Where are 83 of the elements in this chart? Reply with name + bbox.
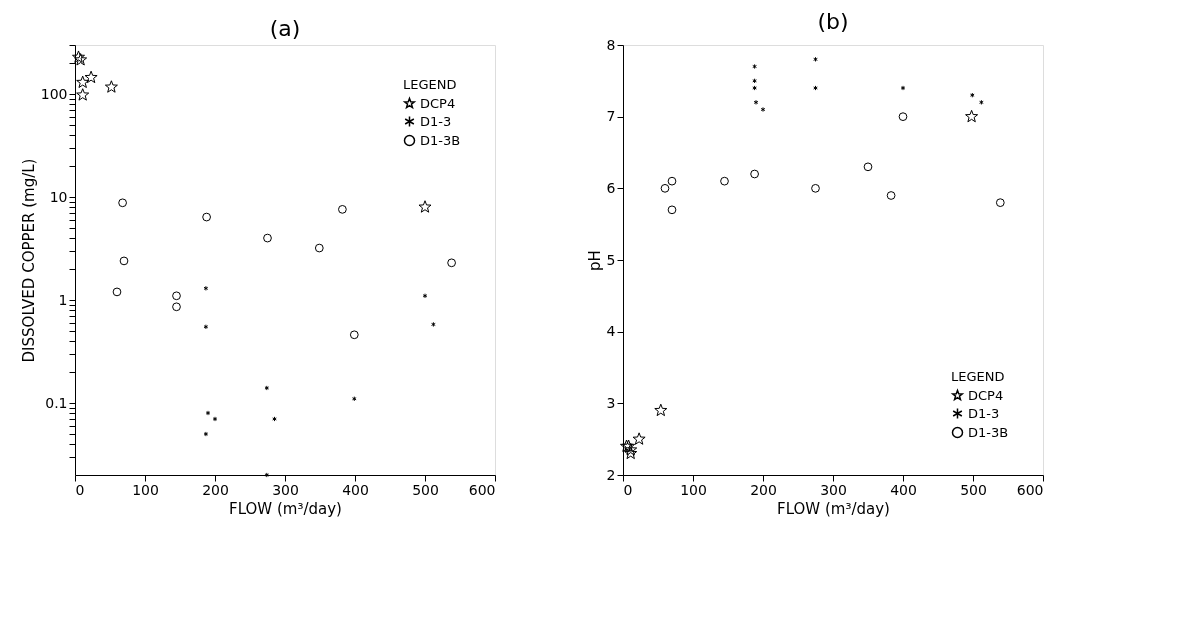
x-tick-label: 200: [750, 481, 777, 498]
y-tick-label: 3: [606, 394, 616, 411]
point: [667, 205, 677, 215]
y-tick-label: 6: [606, 179, 616, 196]
chart-title: (a): [269, 15, 301, 41]
point: [118, 198, 127, 208]
point: [720, 176, 729, 186]
point: [172, 291, 181, 301]
point: [632, 432, 646, 445]
point: [203, 324, 209, 330]
y-axis-title: pH: [585, 250, 604, 271]
point: [272, 416, 277, 422]
point: [418, 200, 432, 213]
x-axis-title: FLOW (m³/day): [777, 499, 890, 518]
y-tick-label: 7: [606, 108, 616, 125]
x-tick-label: 300: [820, 481, 847, 498]
legend-title: LEGEND: [951, 369, 1005, 384]
point: [349, 330, 359, 340]
point: [660, 183, 670, 193]
point: [753, 99, 759, 105]
point: [447, 258, 456, 268]
y-tick-label: 100: [40, 85, 68, 102]
legend-label: D1-3B: [968, 424, 1009, 440]
point: [84, 70, 98, 84]
point: [760, 106, 766, 113]
point: [863, 162, 873, 172]
point: [314, 243, 324, 253]
point: [263, 233, 272, 243]
legend-label: DCP4: [968, 387, 1004, 403]
point: [76, 75, 90, 89]
point: [900, 85, 906, 91]
point: [422, 293, 428, 299]
x-tick-label: 400: [342, 481, 369, 498]
x-tick-label: 0: [623, 481, 633, 498]
x-tick-label: 400: [890, 481, 917, 498]
legend-label: D1-3: [420, 113, 452, 129]
point: [813, 85, 818, 91]
point: [112, 287, 122, 297]
y-tick-label: 0.1: [45, 394, 68, 411]
point: [172, 302, 181, 312]
legend-label: D1-3: [968, 405, 1000, 421]
y-tick-label: 4: [606, 323, 616, 340]
x-tick-label: 200: [202, 481, 229, 498]
x-tick-label: 100: [132, 481, 159, 498]
x-tick-label: 100: [680, 481, 707, 498]
point: [750, 169, 759, 179]
x-tick-label: 0: [75, 481, 85, 498]
chart-title: (b): [817, 9, 849, 34]
point: [886, 191, 896, 200]
point: [995, 198, 1005, 208]
legend-title: LEGEND: [403, 77, 457, 92]
point: [203, 431, 209, 437]
x-tick-label: 300: [272, 481, 299, 498]
y-axis-title: DISSOLVED COPPER (mg/L): [19, 158, 38, 363]
x-axis-title: FLOW (m³/day): [229, 499, 342, 518]
legend-label: DCP4: [420, 95, 456, 111]
point: [654, 403, 668, 417]
point: [811, 183, 820, 193]
point: [667, 176, 677, 186]
point: [76, 88, 90, 101]
y-tick-label: 1: [58, 291, 68, 308]
x-tick-label: 500: [412, 481, 439, 498]
point: [202, 212, 211, 222]
point: [898, 112, 908, 122]
y-tick-label: 2: [606, 466, 616, 483]
legend-label: D1-3B: [420, 132, 461, 148]
x-tick-label: 500: [960, 481, 987, 498]
point: [624, 446, 638, 460]
x-tick-label: 600: [468, 481, 496, 498]
y-tick-label: 10: [49, 188, 68, 205]
point: [119, 256, 129, 266]
y-tick-label: 8: [606, 36, 616, 53]
point: [431, 321, 436, 328]
point: [752, 85, 757, 91]
point: [965, 109, 979, 123]
y-tick-label: 5: [606, 251, 616, 268]
point: [205, 410, 211, 416]
point: [212, 416, 218, 422]
point: [203, 285, 209, 291]
point: [338, 205, 347, 214]
x-tick-label: 600: [1016, 481, 1044, 498]
point: [624, 443, 638, 456]
point: [104, 80, 118, 93]
